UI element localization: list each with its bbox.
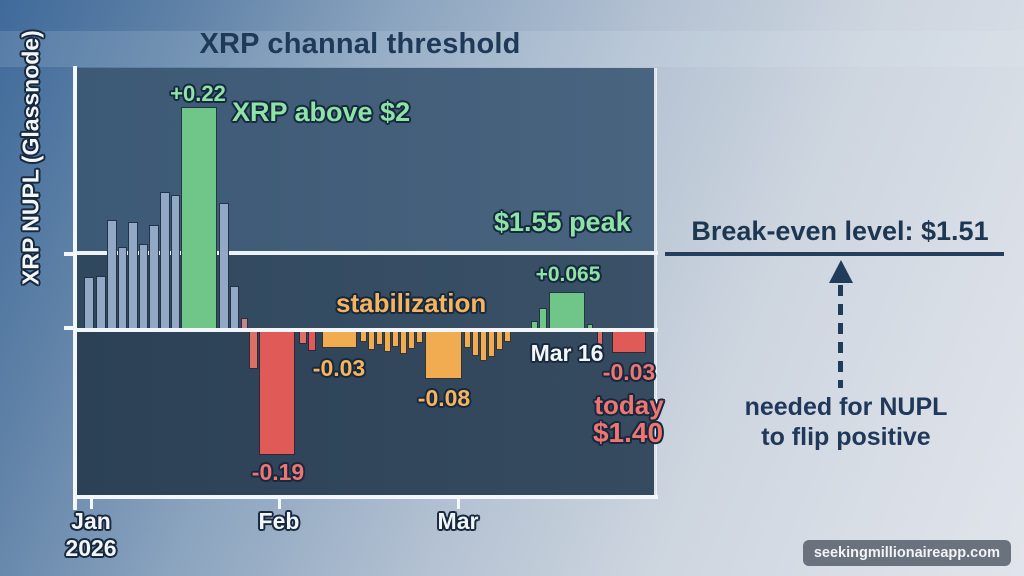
y-axis-line xyxy=(73,66,77,510)
y-axis-tick xyxy=(64,252,75,256)
chart-right-border xyxy=(654,68,657,497)
y-axis-tick xyxy=(64,326,75,330)
x-axis-tick-mar xyxy=(456,495,460,509)
nupl-bar xyxy=(128,222,138,329)
x-axis-label-jan: Jan 2026 xyxy=(65,508,117,561)
nupl-bar xyxy=(118,247,127,329)
watermark-badge: seekingmillionaireapp.com xyxy=(802,540,1011,566)
nupl-bar xyxy=(400,331,407,354)
annotation-mar16-value: +0.065 xyxy=(535,263,601,286)
page-title: XRP channal threshold xyxy=(199,28,521,60)
needed-note-line1: needed for NUPL xyxy=(744,393,948,421)
nupl-bar xyxy=(368,331,375,350)
nupl-bar xyxy=(160,192,170,329)
x-axis-label-feb: Feb xyxy=(258,508,300,534)
arrow-up-icon xyxy=(829,260,853,283)
needed-note-line2: to flip positive xyxy=(761,423,931,451)
annotation-peak-note: $1.55 peak xyxy=(494,207,631,237)
nupl-bar xyxy=(181,107,217,329)
nupl-bar xyxy=(171,195,180,329)
x-axis-label-mar: Mar xyxy=(437,508,479,534)
annotation-feb-dip-value: -0.03 xyxy=(312,355,366,381)
nupl-bar xyxy=(416,331,423,343)
break-even-line-external xyxy=(665,252,1004,256)
x-axis-line xyxy=(73,495,658,499)
annotation-jan-spike-value: +0.22 xyxy=(170,81,226,106)
annotation-today-value: -0.03 xyxy=(602,359,656,385)
arrow-dashed-shaft xyxy=(838,285,843,388)
nupl-bar xyxy=(496,331,503,350)
annotation-today-word: today xyxy=(594,390,664,420)
nupl-bar xyxy=(549,292,585,329)
annotation-today-price: $1.40 xyxy=(592,417,664,448)
x-axis-tick-feb xyxy=(277,495,281,509)
nupl-bar xyxy=(425,331,462,379)
nupl-bar xyxy=(299,331,307,344)
nupl-bar xyxy=(249,331,258,369)
nupl-bar xyxy=(149,225,159,329)
nupl-bar xyxy=(488,331,495,357)
nupl-bar xyxy=(84,277,94,329)
nupl-bar xyxy=(384,331,391,352)
nupl-bar xyxy=(219,203,229,329)
x-axis-tick-jan xyxy=(89,495,93,509)
nupl-bar xyxy=(539,308,547,329)
nupl-bar xyxy=(464,331,471,348)
annotation-feb-trough-value: -0.19 xyxy=(251,459,305,485)
nupl-bar xyxy=(392,331,399,347)
annotation-stabilization-note: stabilization xyxy=(336,288,487,318)
band-below-zero xyxy=(76,330,656,497)
nupl-bar xyxy=(259,331,295,455)
nupl-bar xyxy=(472,331,479,356)
nupl-bar xyxy=(360,331,367,342)
break-even-line-inside-chart xyxy=(76,251,658,255)
nupl-bar xyxy=(597,331,603,345)
zero-line xyxy=(76,328,658,332)
annotation-xrp-above-note: XRP above $2 xyxy=(232,97,411,127)
nupl-bar xyxy=(612,331,646,353)
nupl-bar xyxy=(139,244,148,329)
nupl-bar xyxy=(376,331,383,345)
break-even-label: Break-even level: $1.51 xyxy=(691,216,989,246)
nupl-bar xyxy=(504,331,511,342)
nupl-bar xyxy=(408,331,415,349)
nupl-bar xyxy=(322,331,357,348)
nupl-bar xyxy=(480,331,487,361)
nupl-bar xyxy=(308,331,316,351)
title-band xyxy=(0,31,1024,67)
nupl-bar xyxy=(96,276,106,329)
annotation-mar-dip-value: -0.08 xyxy=(417,385,471,411)
annotation-mar16-date: Mar 16 xyxy=(530,340,604,366)
nupl-bar xyxy=(230,286,239,329)
nupl-bar xyxy=(107,220,117,329)
